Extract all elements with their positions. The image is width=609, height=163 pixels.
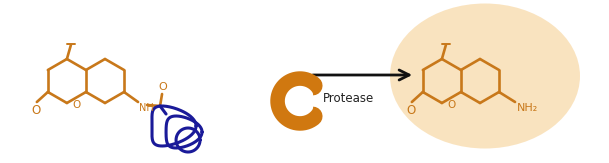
Text: NH: NH — [139, 103, 154, 113]
Text: NH₂: NH₂ — [517, 103, 538, 113]
Text: O: O — [406, 104, 415, 117]
Text: O: O — [447, 101, 456, 111]
Ellipse shape — [390, 3, 580, 148]
Text: O: O — [31, 104, 40, 117]
Text: O: O — [159, 82, 167, 92]
Text: O: O — [72, 101, 80, 111]
Text: Protease: Protease — [323, 91, 375, 104]
